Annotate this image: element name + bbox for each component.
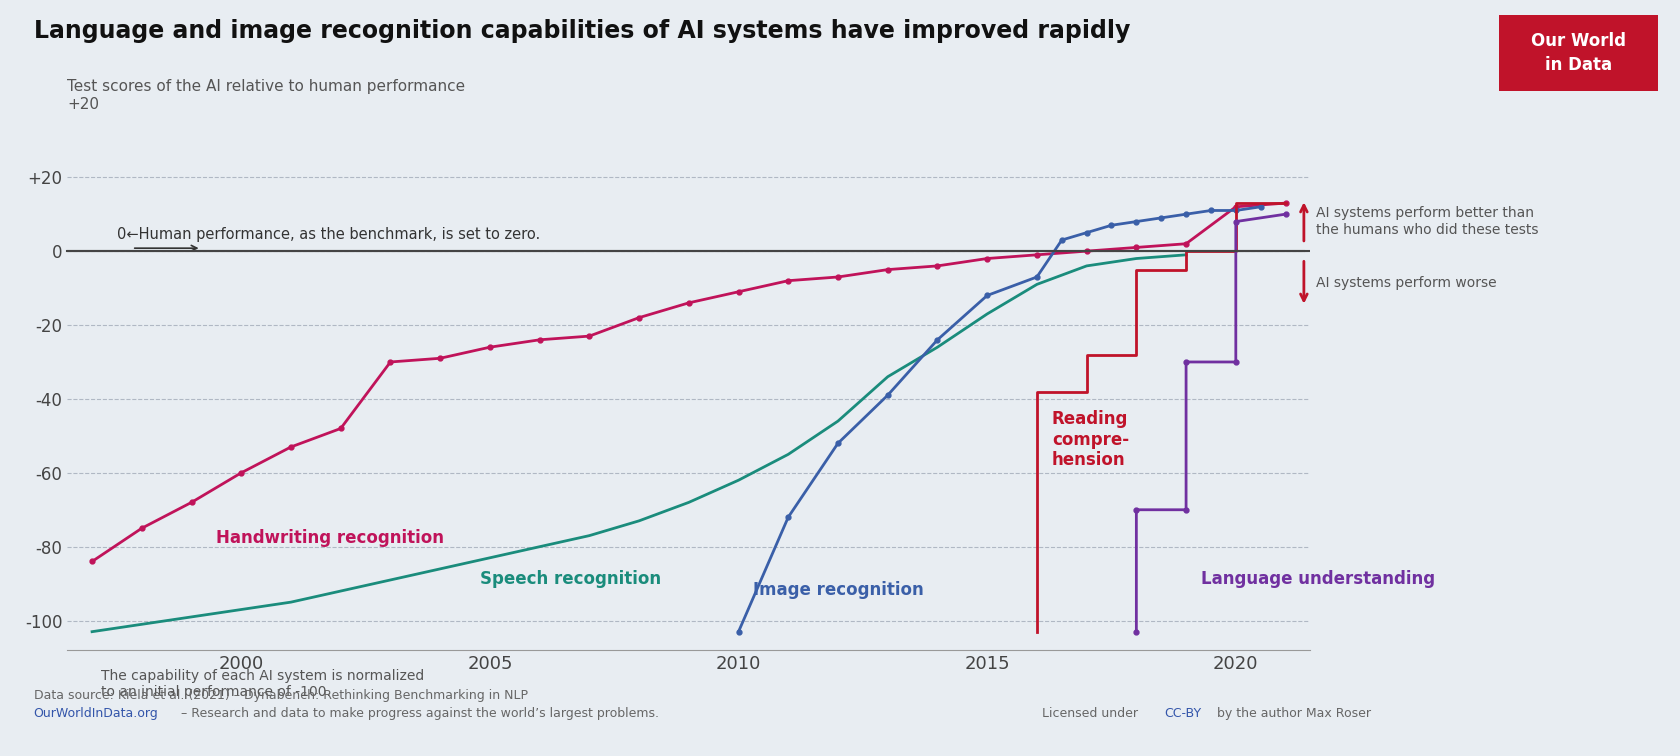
Text: OurWorldInData.org: OurWorldInData.org [34, 707, 158, 720]
Text: by the author Max Roser: by the author Max Roser [1213, 707, 1371, 720]
Text: – Research and data to make progress against the world’s largest problems.: – Research and data to make progress aga… [181, 707, 660, 720]
Text: Language and image recognition capabilities of AI systems have improved rapidly: Language and image recognition capabilit… [34, 19, 1131, 43]
Text: AI systems perform better than
the humans who did these tests: AI systems perform better than the human… [1315, 206, 1539, 237]
Text: The capability of each AI system is normalized
to an initial performance of -100: The capability of each AI system is norm… [101, 669, 423, 699]
Text: Language understanding: Language understanding [1201, 570, 1435, 587]
Text: 0←Human performance, as the benchmark, is set to zero.: 0←Human performance, as the benchmark, i… [118, 227, 541, 242]
Text: Handwriting recognition: Handwriting recognition [217, 529, 445, 547]
Text: Licensed under: Licensed under [1042, 707, 1142, 720]
Text: Image recognition: Image recognition [753, 581, 924, 599]
Text: Reading
compre-
hension: Reading compre- hension [1052, 410, 1129, 469]
Text: CC-BY: CC-BY [1164, 707, 1201, 720]
Text: Our World
in Data: Our World in Data [1530, 32, 1626, 74]
Text: AI systems perform worse: AI systems perform worse [1315, 275, 1497, 290]
Text: Test scores of the AI relative to human performance: Test scores of the AI relative to human … [67, 79, 465, 94]
Text: Data source: Kiela et al. (2021) – Dynabench: Rethinking Benchmarking in NLP: Data source: Kiela et al. (2021) – Dynab… [34, 689, 528, 702]
Text: +20: +20 [67, 97, 99, 112]
Text: Speech recognition: Speech recognition [480, 570, 660, 587]
